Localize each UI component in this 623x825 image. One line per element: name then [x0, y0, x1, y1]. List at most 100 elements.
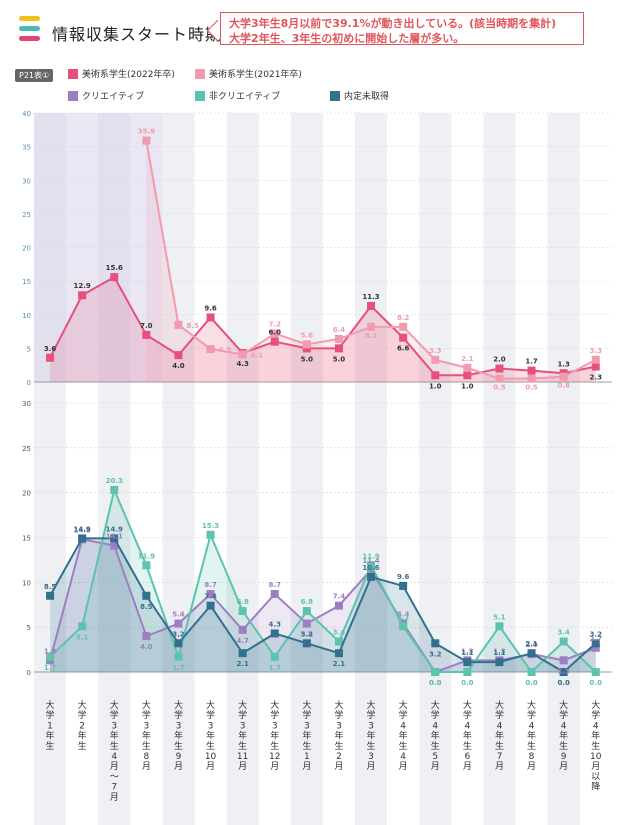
x-tick-label-char: 3 [208, 721, 214, 731]
data-point [495, 622, 504, 631]
data-point [399, 622, 408, 631]
data-label: 1.3 [557, 360, 570, 368]
y-tick-label: 10 [22, 312, 31, 320]
legend-label: 非クリエイティブ [209, 92, 281, 102]
data-label: 4.3 [269, 620, 282, 628]
data-label: 5.4 [172, 611, 185, 619]
data-point [527, 374, 536, 383]
x-tick-label-char: 大 [302, 699, 311, 711]
x-tick-label-char: 年 [238, 730, 247, 742]
column-band [162, 113, 195, 825]
data-label: 4.1 [251, 351, 264, 359]
data-label: 0.5 [493, 384, 506, 392]
title-bar-pink [19, 36, 40, 41]
data-point [78, 534, 87, 543]
data-point [270, 329, 279, 338]
x-tick-label-char: 学 [431, 709, 440, 721]
data-label: 4.0 [172, 362, 185, 370]
data-point [174, 320, 183, 329]
data-point [174, 619, 183, 628]
x-tick-label-char: 8 [529, 752, 535, 762]
series-area [50, 538, 596, 672]
data-label: 8.5 [186, 322, 199, 330]
x-tick-label-char: 月 [110, 792, 119, 803]
x-tick-label-char: 大 [142, 699, 151, 711]
data-point [431, 355, 440, 364]
x-tick-label-char: 生 [46, 740, 55, 752]
data-label: 11.3 [362, 293, 379, 301]
data-point [495, 374, 504, 383]
data-label: 3.2 [301, 630, 314, 638]
data-label: 1.7 [269, 664, 282, 672]
column-band [547, 113, 580, 825]
data-label: 2.1 [333, 660, 346, 668]
data-point [495, 658, 504, 667]
data-point [142, 591, 151, 600]
data-label: 11.9 [362, 552, 379, 560]
x-tick-label-char: 学 [334, 709, 343, 721]
x-tick-label-char: 年 [559, 730, 568, 742]
title-bar-teal [19, 26, 40, 31]
x-tick-label-char: 生 [399, 740, 408, 752]
data-label: 3.2 [590, 630, 603, 638]
data-label: 1.3 [493, 647, 506, 655]
data-point [431, 639, 440, 648]
data-point [110, 541, 119, 550]
legend-swatch [68, 69, 78, 79]
x-tick-label-char: 生 [238, 740, 247, 752]
legend-label: 内定未取得 [344, 92, 390, 102]
x-tick-label-char: 学 [46, 709, 55, 721]
data-point [270, 652, 279, 661]
data-point [238, 607, 247, 616]
data-label: 8.5 [44, 583, 57, 591]
x-tick-label-char: 生 [302, 740, 311, 752]
x-tick-label-char: 生 [270, 740, 279, 752]
legend-item-art-2021: 美術系学生(2021年卒) [195, 67, 302, 80]
x-tick-label-char: 月 [206, 761, 215, 772]
data-point [367, 302, 376, 311]
x-tick-label-char: 学 [110, 709, 119, 721]
x-tick-label-char: 生 [206, 740, 215, 752]
legend-swatch [68, 91, 78, 101]
series-area [50, 277, 596, 382]
data-label: 11.9 [138, 552, 155, 560]
data-label: 3.4 [557, 629, 570, 637]
legend-tag: P21表① [15, 69, 54, 82]
data-point [431, 371, 440, 380]
data-label: 0.0 [461, 679, 474, 687]
data-point [174, 639, 183, 648]
data-point [110, 273, 119, 282]
x-tick-label-char: 月 [238, 761, 247, 772]
x-tick-label-char: 年 [334, 730, 343, 742]
data-point [206, 589, 215, 598]
y-tick-label: 30 [22, 177, 31, 185]
data-point [302, 344, 311, 353]
data-label: 1.7 [172, 664, 185, 672]
x-tick-label-char: 年 [142, 730, 151, 742]
x-tick-label-char: 大 [495, 699, 504, 711]
header: 情報収集スタート時期 大学3年生8月以前で39.1%が動き出している。(該当時期… [0, 0, 623, 60]
x-tick-label-char: 月 [399, 761, 408, 772]
data-point [238, 350, 247, 359]
x-tick-label-char: 年 [78, 730, 87, 742]
data-point [334, 344, 343, 353]
x-tick-label-char: 大 [110, 699, 119, 711]
data-point [527, 668, 536, 676]
x-tick-label-char: 年 [206, 730, 215, 742]
callout-line-2: 大学2年生、3年生の初めに開始した層が多い。 [229, 32, 465, 45]
column-band [290, 113, 323, 825]
x-tick-label-char: 生 [367, 740, 376, 752]
x-tick-label-char: 学 [302, 709, 311, 721]
x-tick-label-char: 6 [464, 752, 470, 762]
x-tick-label-char: 〜 [110, 772, 119, 782]
data-label: 0.8 [557, 382, 570, 390]
data-point [46, 591, 55, 600]
data-label: 0.0 [429, 679, 442, 687]
column-band [355, 113, 388, 825]
data-label: 3.2 [172, 630, 185, 638]
x-tick-label-char: 3 [176, 721, 182, 731]
legend-swatch [195, 69, 205, 79]
legend: P21表① 美術系学生(2022年卒) 美術系学生(2021年卒) クリエイティ… [0, 62, 623, 112]
data-point [463, 363, 472, 372]
data-point [206, 601, 215, 610]
